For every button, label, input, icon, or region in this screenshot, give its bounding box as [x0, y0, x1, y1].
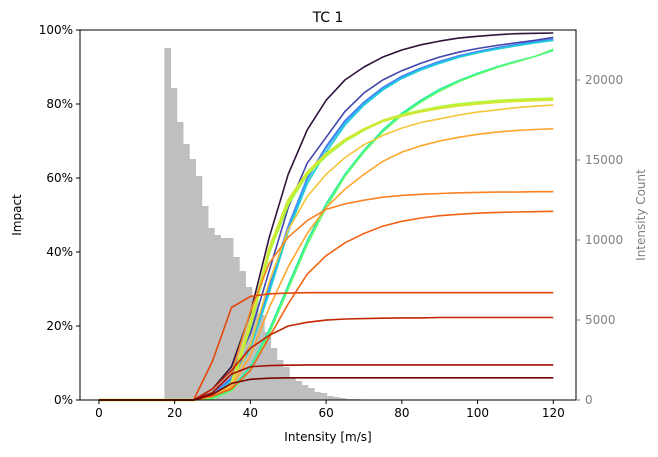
histogram-bar — [308, 388, 315, 400]
x-tick-label: 100 — [466, 406, 489, 420]
y-tick-label: 40% — [46, 245, 73, 259]
histogram-bar — [296, 381, 303, 400]
x-axis-ticks: 0 20 40 60 80 100 120 — [95, 400, 565, 420]
histogram-bar — [208, 228, 215, 400]
y-tick-label: 20% — [46, 319, 73, 333]
histogram-bar — [214, 235, 221, 400]
x-tick-label: 60 — [318, 406, 333, 420]
y2-tick-label: 5000 — [585, 313, 616, 327]
histogram-bar — [164, 48, 171, 400]
histogram-bar — [189, 159, 196, 400]
y2-tick-label: 10000 — [585, 233, 623, 247]
x-tick-label: 80 — [394, 406, 409, 420]
histogram-bar — [314, 392, 321, 400]
y-tick-label: 0% — [54, 393, 73, 407]
y-tick-label: 80% — [46, 97, 73, 111]
chart-title: TC 1 — [312, 10, 344, 26]
histogram-bar — [327, 396, 334, 400]
x-axis-label: Intensity [m/s] — [284, 430, 371, 444]
histogram-bar — [302, 385, 309, 400]
x-tick-label: 120 — [542, 406, 565, 420]
histogram-bar — [271, 348, 278, 400]
y-axis-ticks: 0% 20% 40% 60% 80% 100% — [39, 23, 80, 407]
x-tick-label: 20 — [167, 406, 182, 420]
y2-tick-label: 0 — [585, 393, 593, 407]
y-tick-label: 60% — [46, 171, 73, 185]
y2-axis-label: Intensity Count — [634, 169, 648, 261]
histogram-bar — [321, 393, 328, 400]
y2-tick-label: 20000 — [585, 73, 623, 87]
y2-axis-ticks: 0 5000 10000 15000 20000 — [576, 73, 623, 407]
histogram-bar — [171, 88, 178, 400]
x-tick-label: 40 — [243, 406, 258, 420]
histogram-bar — [289, 377, 296, 400]
x-tick-label: 0 — [95, 406, 103, 420]
y-tick-label: 100% — [39, 23, 73, 37]
y-axis-label: Impact — [10, 194, 24, 236]
histogram-bar — [183, 144, 190, 400]
histogram-bar — [177, 122, 184, 400]
plot-frame — [80, 30, 576, 400]
histogram-bar — [283, 367, 290, 400]
histogram-bar — [196, 176, 203, 400]
y2-tick-label: 15000 — [585, 153, 623, 167]
